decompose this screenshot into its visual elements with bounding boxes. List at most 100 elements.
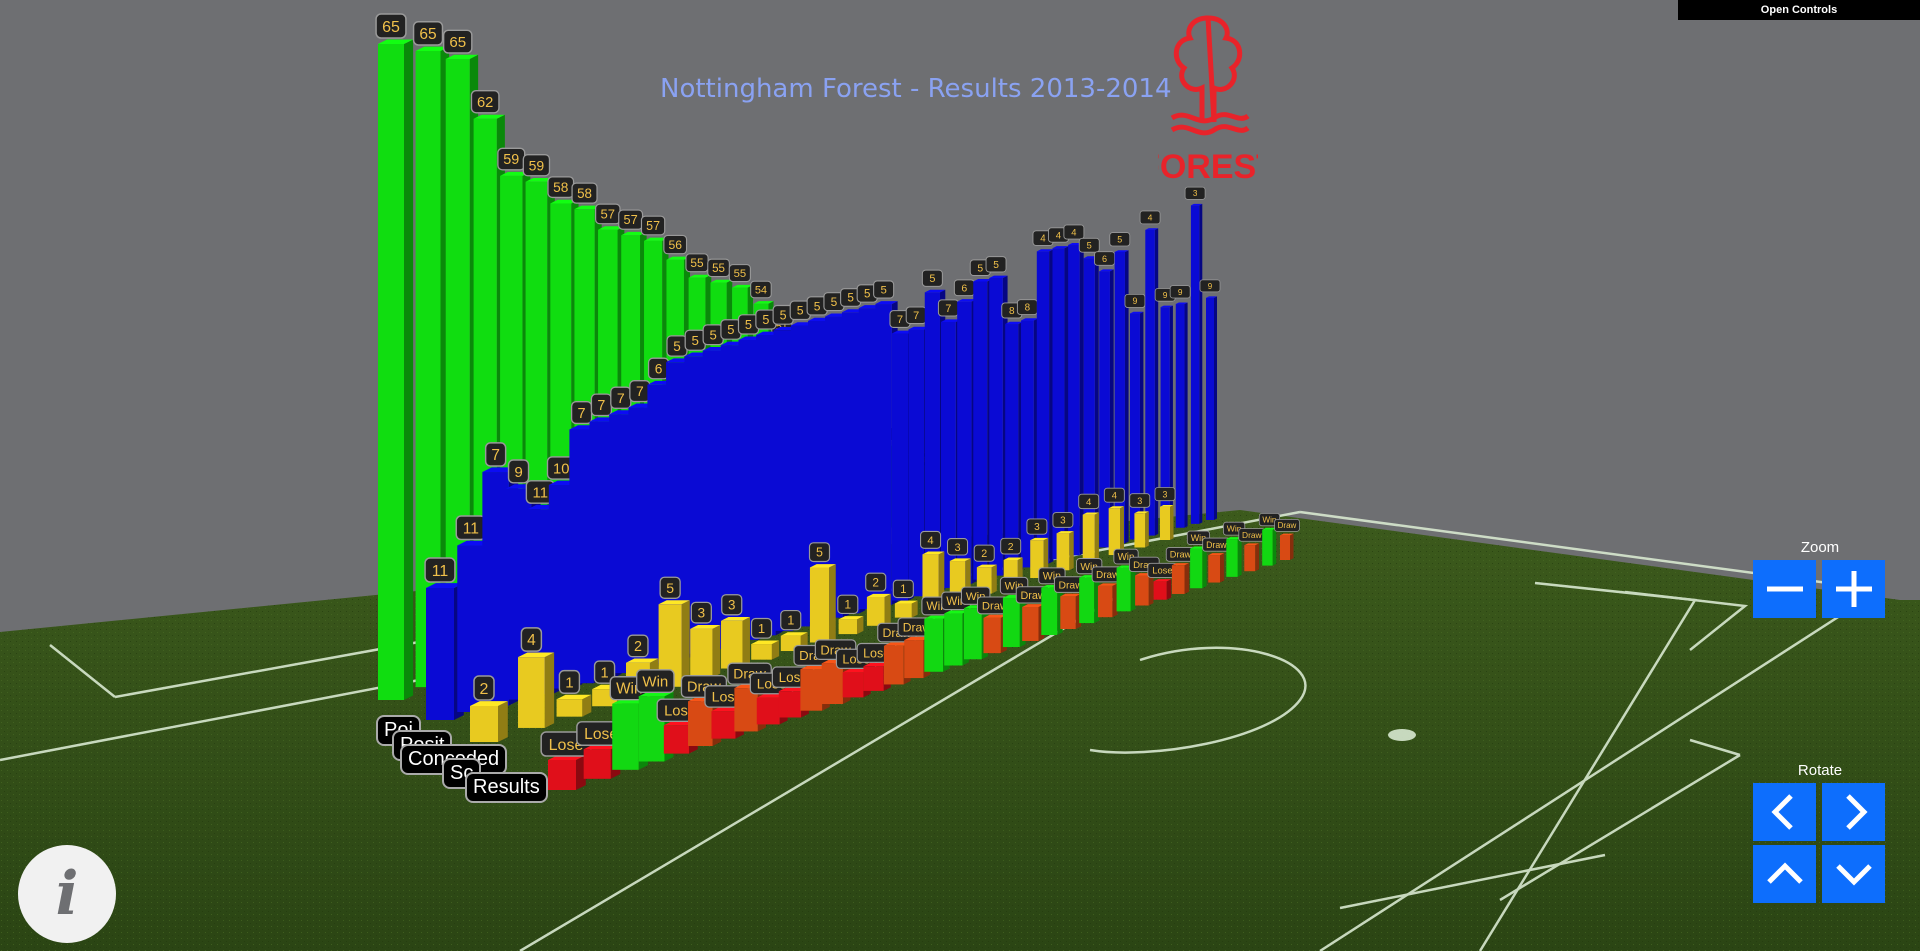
chevron-down-icon <box>1835 864 1872 886</box>
position-bar-top <box>989 275 1008 278</box>
position-bar <box>1052 248 1065 560</box>
scored-value-label: 4 <box>1112 491 1117 501</box>
position-value-label: 6 <box>961 283 967 295</box>
scored-bar-side <box>1119 506 1124 556</box>
result-bar-side <box>1166 579 1172 600</box>
position-bar-side <box>1184 302 1188 528</box>
info-button[interactable]: i <box>18 845 116 943</box>
result-bar-side <box>1220 553 1225 583</box>
scored-bar <box>866 597 885 626</box>
position-bar-top <box>1145 228 1159 230</box>
position-bar-top <box>1190 203 1203 206</box>
points-bar-top <box>710 279 733 283</box>
result-bar-side <box>1255 543 1259 572</box>
zoom-out-button[interactable] <box>1753 560 1816 618</box>
position-bar-top <box>1099 269 1114 272</box>
chevron-up-icon <box>1766 862 1803 884</box>
result-bar <box>778 691 802 718</box>
position-value-label: 5 <box>1087 241 1092 251</box>
scored-bar-side <box>544 652 555 728</box>
position-value-label: 7 <box>617 390 625 406</box>
result-bar <box>863 666 884 691</box>
scored-value-label-bg <box>659 576 681 599</box>
zoom-in-button[interactable] <box>1822 560 1885 618</box>
bars-layer: 6565656259595858575757565555555451504744… <box>375 13 1300 790</box>
points-bar-top <box>378 39 414 44</box>
points-value-label-bg <box>640 215 666 236</box>
row-label-results: Results <box>465 772 548 803</box>
position-bar <box>1099 271 1110 548</box>
scored-bar-top <box>721 617 750 621</box>
scored-bar-top <box>1134 511 1149 514</box>
rotate-up-button[interactable] <box>1753 845 1816 903</box>
scored-bar <box>1160 506 1170 540</box>
scored-bar-top <box>949 558 971 562</box>
points-bar-top <box>574 205 602 210</box>
open-controls-button[interactable]: Open Controls <box>1678 0 1920 20</box>
scored-bar-top <box>556 694 592 700</box>
position-value-label-bg <box>424 557 456 583</box>
result-bar-top <box>983 614 1007 618</box>
scored-value-label-bg <box>947 538 969 556</box>
position-value-label: 7 <box>491 447 500 464</box>
points-bar-top <box>445 54 479 59</box>
position-value-label: 5 <box>797 304 804 318</box>
scored-value-label: 3 <box>954 542 960 554</box>
position-bar <box>1175 304 1185 528</box>
scored-bar-top <box>658 600 690 605</box>
result-bar <box>612 703 639 770</box>
position-bar <box>1068 245 1080 556</box>
position-value-label: 6 <box>655 361 663 376</box>
position-value-label-bg <box>921 269 943 287</box>
scored-bar <box>751 644 772 660</box>
scored-value-label: 2 <box>872 575 879 589</box>
scored-value-label: 3 <box>1060 516 1066 527</box>
position-value-label: 11 <box>533 484 549 501</box>
result-value-label: Draw <box>1206 540 1227 550</box>
scored-value-label-bg <box>593 660 616 684</box>
position-value-label: 9 <box>1178 287 1183 297</box>
position-bar <box>841 312 860 614</box>
points-value-label: 58 <box>577 186 592 201</box>
scored-bar-side <box>856 616 864 635</box>
position-bar-top <box>957 299 977 302</box>
scored-value-label-bg <box>473 675 495 701</box>
position-bar-top <box>1114 250 1129 252</box>
result-bar-top <box>1153 579 1172 582</box>
position-bar-top <box>941 319 961 322</box>
rotate-down-button[interactable] <box>1822 845 1885 903</box>
result-value-label: Win <box>1080 562 1098 573</box>
result-bar-side <box>1237 537 1242 577</box>
position-value-label: 11 <box>432 563 449 580</box>
position-value-label: 7 <box>578 406 586 422</box>
position-value-label: 3 <box>1193 189 1198 198</box>
position-value-label-bg <box>484 442 507 467</box>
rotate-right-button[interactable] <box>1822 783 1885 841</box>
scored-bar-top <box>626 658 659 663</box>
scored-bar-top <box>1160 504 1174 507</box>
position-value-label: 7 <box>945 303 951 315</box>
result-bar <box>1190 548 1203 589</box>
result-bar-top <box>1226 537 1242 540</box>
position-bar <box>426 588 454 720</box>
position-bar <box>609 414 633 674</box>
scored-value-label-bg <box>808 542 831 563</box>
scored-bar-top <box>780 632 808 636</box>
result-bar <box>1060 596 1076 630</box>
scored-value-label: 1 <box>844 598 851 612</box>
points-value-label: 62 <box>477 95 493 111</box>
position-value-label-bg <box>1124 293 1146 308</box>
result-bar-top <box>1097 583 1118 586</box>
scored-value-label: 1 <box>600 665 608 681</box>
scored-bar-top <box>1056 531 1074 534</box>
scored-value-label-bg <box>892 579 914 599</box>
scored-bar-top <box>470 701 508 706</box>
scored-bar-side <box>498 701 508 742</box>
scored-value-label: 5 <box>666 580 674 596</box>
result-bar <box>1135 575 1149 606</box>
position-value-label-bg <box>1199 279 1221 293</box>
position-bar-side <box>1139 311 1144 540</box>
position-value-label: 9 <box>1208 282 1213 291</box>
rotate-left-button[interactable] <box>1753 783 1816 841</box>
points-value-label: 65 <box>449 34 466 51</box>
